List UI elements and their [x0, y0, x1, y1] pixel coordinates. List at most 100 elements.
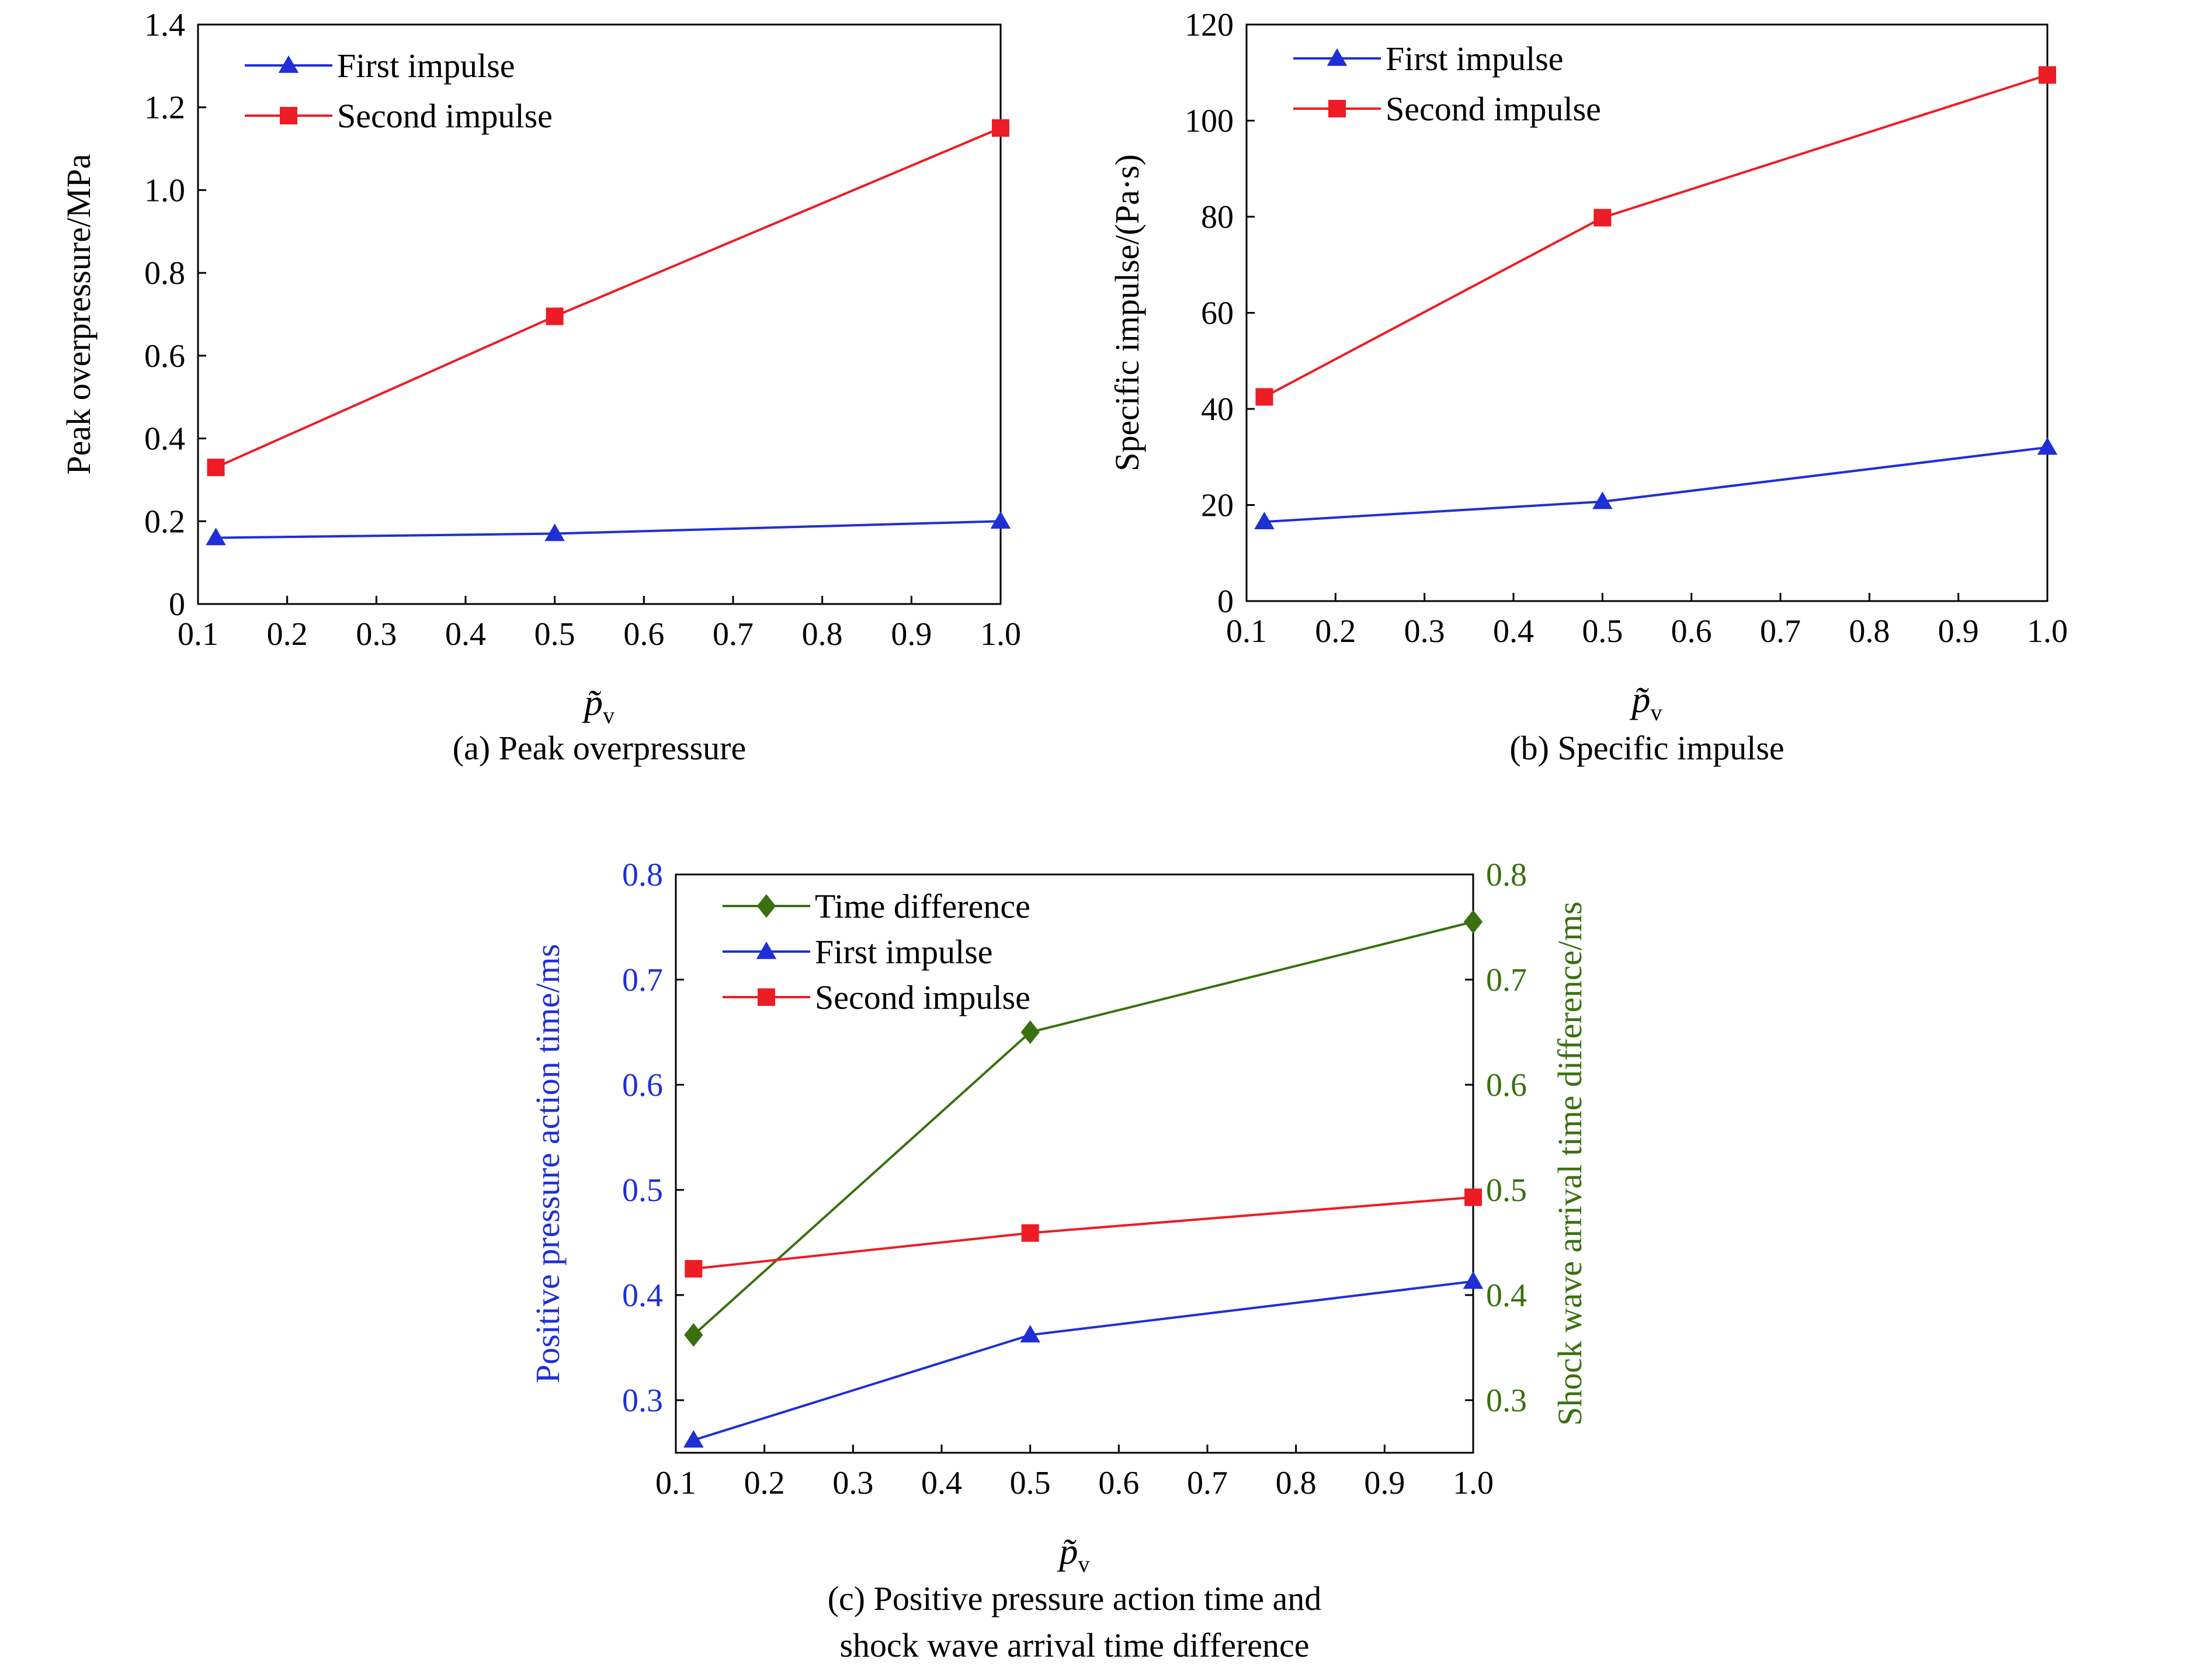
y-tick-label: 0.8: [144, 255, 185, 291]
x-axis-label: p̃v: [582, 682, 615, 728]
y-right-tick-label: 0.4: [1486, 1278, 1527, 1314]
x-tick-label: 0.5: [1582, 613, 1623, 650]
series-line-0: [1264, 446, 2048, 523]
chart-caption: (b) Specific impulse: [1509, 729, 1784, 767]
data-point: [1593, 209, 1612, 227]
x-tick-label: 0.5: [534, 616, 575, 652]
y-tick-label: 100: [1185, 103, 1234, 140]
x-tick-label: 0.4: [445, 616, 486, 652]
y-tick-label: 0.3: [622, 1383, 663, 1419]
y-right-tick-label: 0.6: [1486, 1067, 1527, 1103]
data-point: [2039, 66, 2056, 84]
y-right-tick-label: 0.8: [1486, 857, 1527, 893]
data-point: [2037, 437, 2058, 455]
data-point: [1592, 491, 1613, 509]
legend-marker: [1328, 100, 1346, 117]
legend-marker: [280, 107, 297, 124]
x-tick-label: 0.8: [1276, 1465, 1317, 1501]
y-tick-label: 0.4: [144, 421, 185, 457]
y-tick-label: 1.2: [144, 90, 185, 126]
x-tick-label: 0.2: [1315, 613, 1356, 650]
x-tick-label: 0.9: [1364, 1465, 1405, 1501]
y-tick-label: 120: [1185, 7, 1234, 43]
y-tick-label: 20: [1201, 488, 1234, 524]
data-point: [992, 119, 1009, 137]
data-point: [684, 1323, 703, 1347]
plot-frame: [675, 873, 1474, 1454]
x-axis-label: p̃v: [1057, 1530, 1090, 1577]
x-tick-label: 1.0: [1453, 1465, 1494, 1501]
legend-label: Time difference: [815, 887, 1030, 925]
chart-1: 0.1 0.2 0.3 0.4 0.5 0.6 0.7 0.8 0.9 1.0 0 20 40 60 80 1…: [1108, 7, 2068, 767]
data-point: [207, 459, 225, 477]
chart-0: 0.1 0.2 0.3 0.4 0.5 0.6 0.7 0.8 0.9 1.0 0 0.2 0.4 0.6…: [60, 7, 1021, 767]
x-tick-label: 0.2: [267, 616, 308, 652]
y-tick-label: 0.7: [622, 962, 663, 998]
y-right-tick-label: 0.3: [1486, 1383, 1527, 1419]
y-right-tick-label: 0.5: [1486, 1172, 1527, 1209]
x-tick-label: 0.1: [1226, 613, 1267, 650]
legend-label: First impulse: [1386, 40, 1564, 78]
y-tick-label: 0: [169, 586, 185, 623]
legend-label: First impulse: [337, 47, 515, 85]
series-line-1: [215, 127, 1001, 468]
x-tick-label: 0.8: [1849, 613, 1890, 650]
y-axis-label: Peak overpressure/MPa: [60, 154, 98, 474]
data-point: [1255, 388, 1273, 406]
x-tick-label: 0.7: [1760, 613, 1801, 650]
x-tick-label: 0.1: [655, 1465, 696, 1501]
data-point: [990, 511, 1011, 529]
y-tick-label: 0.6: [622, 1067, 663, 1103]
legend-marker: [1327, 48, 1348, 66]
legend-label: Second impulse: [1386, 90, 1601, 128]
x-axis-label: p̃v: [1630, 679, 1662, 726]
data-point: [1464, 1188, 1482, 1206]
y-tick-label: 80: [1201, 199, 1234, 235]
chart-caption-line: shock wave arrival time difference: [839, 1626, 1309, 1664]
x-tick-label: 0.1: [178, 616, 218, 652]
series-line-1: [693, 1280, 1474, 1442]
x-tick-label: 0.2: [744, 1465, 785, 1501]
legend-label: Second impulse: [337, 97, 553, 135]
y-tick-label: 0.4: [622, 1278, 663, 1314]
series-line-0: [692, 921, 1474, 1336]
legend-marker: [756, 941, 777, 959]
legend-marker: [278, 55, 299, 73]
x-tick-label: 0.6: [1098, 1465, 1139, 1501]
y-tick-label: 60: [1201, 296, 1234, 332]
legend-marker: [756, 894, 776, 918]
x-tick-label: 0.3: [832, 1465, 873, 1501]
y-right-axis-label: Shock wave arrival time difference/ms: [1551, 901, 1589, 1426]
x-tick-label: 0.9: [891, 616, 932, 652]
legend-marker: [758, 988, 775, 1006]
data-point: [546, 307, 564, 325]
y-tick-label: 0.5: [622, 1172, 663, 1209]
data-point: [206, 527, 226, 546]
y-tick-label: 40: [1201, 391, 1234, 428]
data-point: [685, 1260, 703, 1278]
data-point: [1254, 512, 1275, 530]
plot-frame: [197, 23, 1002, 605]
x-tick-label: 0.4: [1493, 613, 1534, 650]
data-point: [1463, 910, 1483, 934]
y-axis-label: Specific impulse/(Pa·s): [1108, 154, 1146, 471]
data-point: [1463, 1271, 1484, 1289]
chart-caption-line: (c) Positive pressure action time and: [828, 1580, 1322, 1617]
x-tick-label: 1.0: [980, 616, 1021, 652]
chart-caption: (a) Peak overpressure: [453, 729, 746, 767]
y-tick-label: 0.6: [144, 338, 185, 374]
y-axis-label: Positive pressure action time/ms: [529, 944, 567, 1383]
series-line-1: [1263, 74, 2048, 398]
data-point: [1020, 1020, 1040, 1044]
x-tick-label: 0.7: [1187, 1465, 1228, 1501]
series-line-2: [693, 1196, 1474, 1270]
data-point: [1020, 1325, 1040, 1343]
x-tick-label: 0.7: [713, 616, 754, 652]
x-tick-label: 0.5: [1010, 1465, 1051, 1501]
x-tick-label: 0.3: [356, 616, 397, 652]
legend-label: First impulse: [815, 933, 993, 971]
x-tick-label: 1.0: [2027, 613, 2068, 650]
y-right-tick-label: 0.7: [1486, 962, 1527, 998]
x-tick-label: 0.3: [1404, 613, 1445, 650]
